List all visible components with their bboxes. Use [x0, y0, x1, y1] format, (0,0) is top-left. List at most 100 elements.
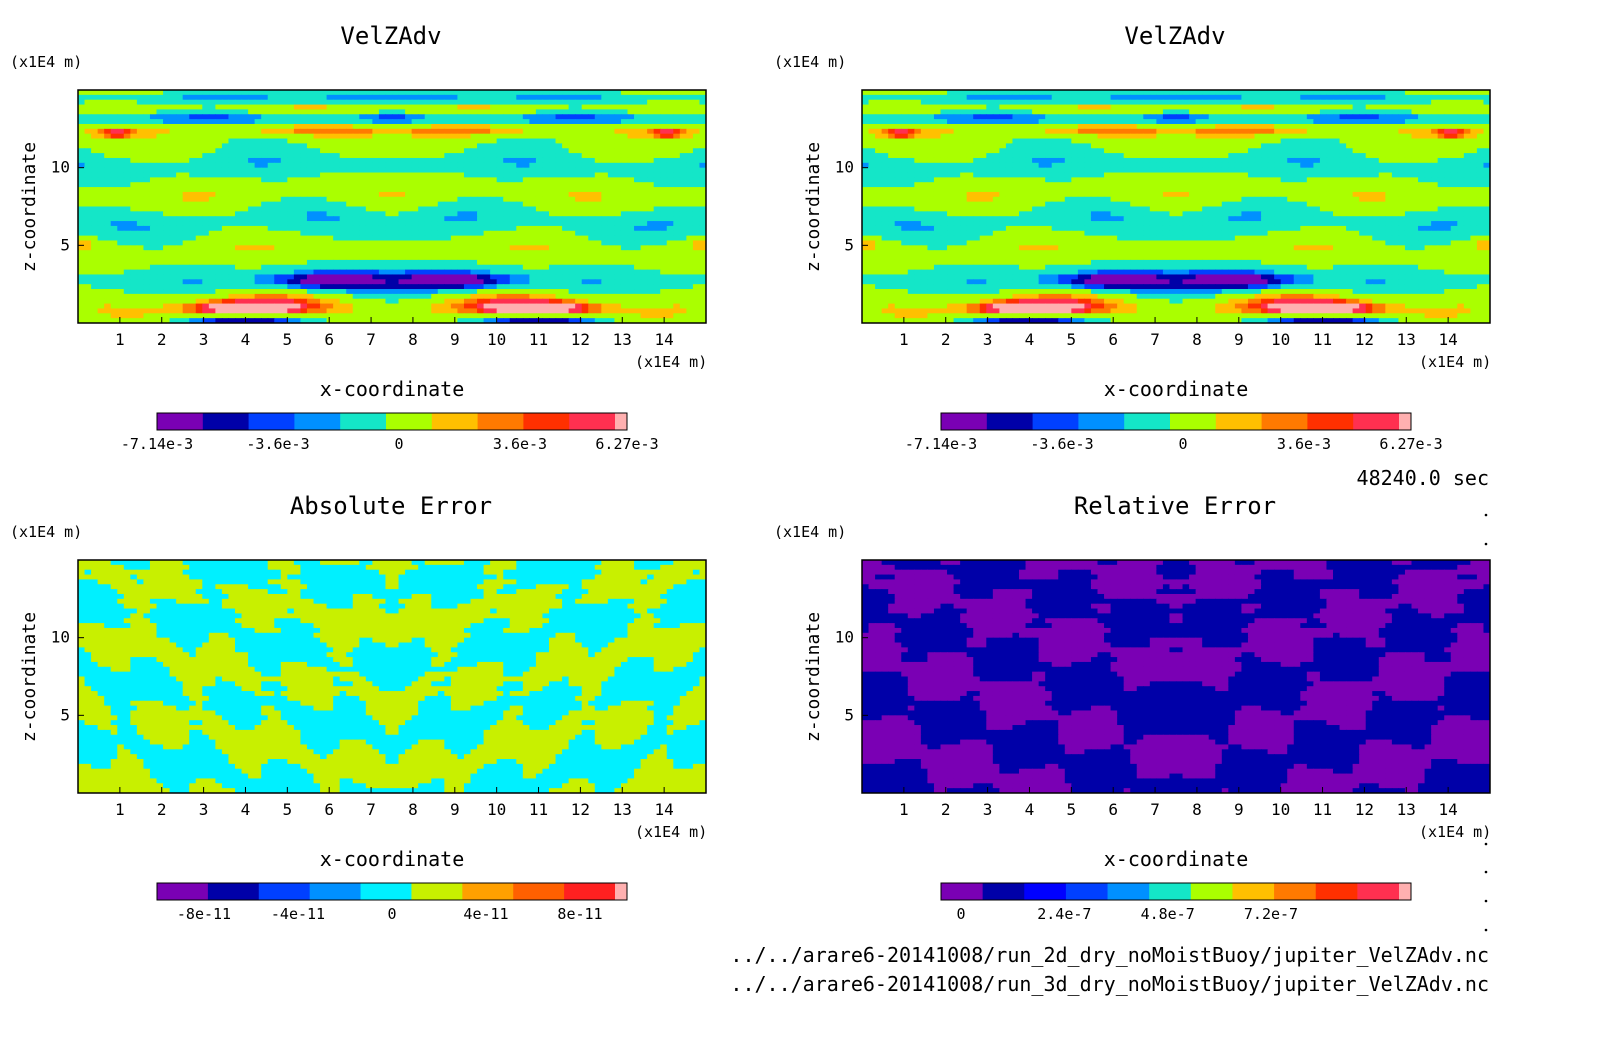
- contour-cell: [385, 206, 393, 212]
- contour-cell: [424, 90, 432, 96]
- contour-cell: [97, 128, 105, 135]
- contour-cell: [300, 216, 308, 222]
- contour-cell: [444, 143, 452, 149]
- contour-cell: [457, 264, 465, 271]
- contour-cell: [699, 289, 706, 295]
- contour-cell: [1130, 99, 1138, 106]
- contour-cell: [581, 264, 589, 271]
- contour-cell: [463, 298, 472, 305]
- contour-cell: [313, 157, 321, 164]
- contour-cell: [437, 279, 445, 285]
- contour-cell: [208, 94, 216, 101]
- contour-cell: [274, 196, 282, 203]
- contour-cell: [365, 303, 373, 310]
- contour-cell: [365, 274, 373, 280]
- contour-cell: [123, 114, 131, 120]
- contour-cell: [221, 308, 230, 314]
- contour-cell: [496, 94, 504, 101]
- contour-cell: [647, 143, 655, 149]
- contour-cell: [280, 303, 288, 310]
- contour-cell: [653, 157, 661, 164]
- contour-cell: [562, 206, 570, 212]
- contour-cell: [431, 240, 439, 246]
- contour-cell: [490, 104, 498, 111]
- contour-cell: [254, 230, 262, 237]
- contour-cell: [1169, 99, 1177, 106]
- contour-cell: [248, 138, 256, 144]
- contour-cell: [634, 114, 642, 120]
- contour-cell: [385, 293, 393, 300]
- contour-cell: [189, 109, 197, 115]
- contour-cell: [163, 182, 171, 188]
- contour-cell: [110, 240, 118, 246]
- contour-cell: [208, 284, 216, 290]
- contour-cell: [313, 94, 321, 101]
- contour-cell: [241, 114, 249, 120]
- contour-cell: [333, 269, 341, 276]
- contour-cell: [562, 182, 570, 188]
- contour-cell: [352, 230, 360, 237]
- contour-cell: [306, 133, 315, 140]
- contour-cell: [156, 94, 164, 101]
- contour-cell: [503, 128, 511, 135]
- contour-cell: [313, 235, 321, 242]
- contour-cell: [444, 94, 452, 101]
- contour-cell: [352, 162, 360, 169]
- contour-cell: [490, 245, 498, 251]
- contour-cell: [627, 109, 635, 115]
- contour-cell: [254, 235, 262, 242]
- contour-cell: [110, 153, 118, 159]
- contour-cell: [516, 216, 524, 222]
- contour-cell: [359, 308, 367, 314]
- contour-cell: [933, 94, 942, 101]
- contour-cell: [660, 157, 668, 164]
- contour-cell: [228, 206, 236, 212]
- contour-cell: [163, 313, 171, 319]
- contour-cell: [516, 104, 524, 111]
- contour-cell: [352, 167, 360, 174]
- contour-cell: [78, 187, 86, 193]
- contour-cell: [215, 279, 223, 285]
- contour-cell: [202, 99, 210, 106]
- contour-cell: [490, 143, 498, 149]
- contour-cell: [640, 187, 648, 193]
- contour-cell: [235, 133, 243, 140]
- contour-cell: [149, 119, 158, 125]
- contour-cell: [208, 99, 216, 106]
- contour-cell: [149, 308, 158, 314]
- contour-cell: [143, 245, 151, 251]
- contour-cell: [372, 94, 380, 101]
- contour-cell: [280, 177, 288, 183]
- contour-cell: [496, 148, 504, 154]
- contour-cell: [463, 157, 472, 164]
- contour-cell: [195, 250, 203, 256]
- contour-cell: [195, 201, 203, 208]
- contour-cell: [529, 225, 537, 232]
- contour-cell: [215, 157, 223, 164]
- contour-cell: [261, 133, 269, 140]
- contour-cell: [686, 284, 694, 290]
- contour-cell: [686, 264, 694, 271]
- contour-cell: [221, 201, 230, 208]
- contour-cell: [91, 216, 99, 222]
- contour-cell: [346, 318, 354, 323]
- contour-cell: [503, 182, 511, 188]
- contour-cell: [123, 123, 131, 130]
- contour-cell: [359, 187, 367, 193]
- contour-cell: [182, 157, 190, 164]
- contour-cell: [660, 221, 668, 227]
- contour-cell: [660, 274, 668, 280]
- contour-cell: [562, 196, 570, 203]
- contour-cell: [699, 264, 706, 271]
- contour-cell: [182, 182, 190, 188]
- contour-cell: [516, 162, 524, 169]
- contour-cell: [110, 143, 118, 149]
- contour-cell: [202, 289, 210, 295]
- contour-cell: [490, 94, 498, 101]
- contour-cell: [568, 289, 576, 295]
- contour-cell: [660, 94, 668, 101]
- contour-cell: [418, 99, 426, 106]
- contour-cell: [136, 201, 145, 208]
- contour-cell: [1156, 90, 1164, 96]
- contour-cell: [660, 313, 668, 319]
